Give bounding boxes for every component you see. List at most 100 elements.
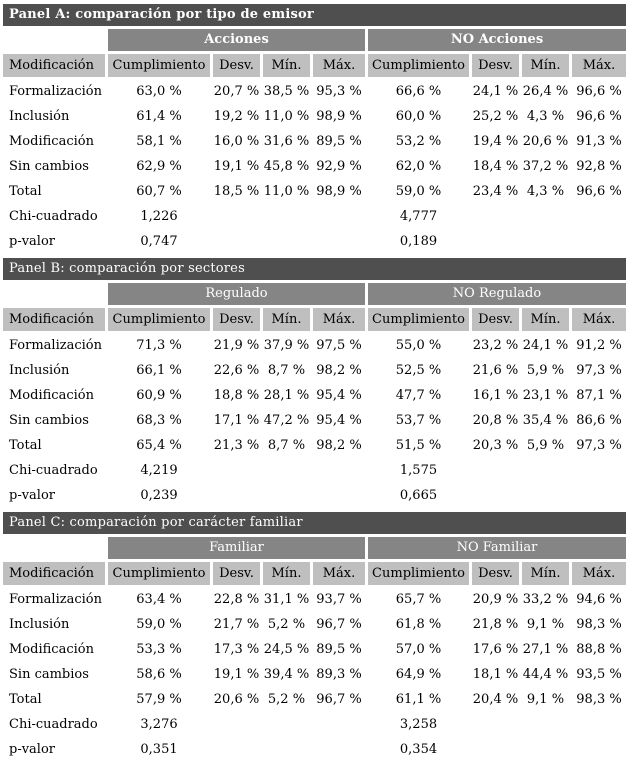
group-header-left: Regulado	[108, 283, 365, 305]
value-cell: 20,8 %	[472, 413, 519, 428]
value-cell: 9,1 %	[526, 617, 565, 632]
group-header-right: NO Regulado	[368, 283, 626, 305]
value-cell: 3,258	[399, 717, 438, 732]
row-label: p-valor	[9, 742, 56, 757]
row-label: p-valor	[9, 234, 56, 249]
value-cell: 24,1 %	[472, 84, 519, 99]
value-cell	[572, 458, 626, 483]
group-header-right: NO Acciones	[368, 29, 626, 51]
panel-c-body: Formalización 63,4 % 22,8 % 31,1 % 93,7 …	[3, 587, 626, 762]
panel-a-body: Formalización 63,0 % 20,7 % 38,5 % 95,3 …	[3, 79, 626, 254]
value-cell: 62,0 %	[395, 159, 442, 174]
column-header: Mín.	[263, 562, 310, 585]
panel-b-header: Regulado NO Regulado Modificación Cumpli…	[3, 283, 626, 331]
value-cell: 96,7 %	[316, 692, 362, 707]
column-header: Modificación	[3, 54, 105, 77]
column-header: Desv.	[213, 308, 260, 331]
value-cell	[522, 204, 569, 229]
value-cell: 89,5 %	[316, 134, 362, 149]
value-cell	[263, 712, 310, 737]
value-cell	[213, 458, 260, 483]
value-cell: 31,1 %	[263, 592, 310, 607]
value-cell: 24,1 %	[522, 338, 569, 353]
group-header-left: Familiar	[108, 537, 365, 559]
value-cell: 20,6 %	[213, 692, 260, 707]
panel-a: Panel A: comparación por tipo de emisor …	[3, 4, 626, 254]
column-header: Modificación	[3, 308, 105, 331]
row-label: Inclusión	[9, 617, 70, 632]
value-cell: 19,4 %	[472, 134, 519, 149]
value-cell: 21,9 %	[213, 338, 260, 353]
value-cell: 4,3 %	[526, 109, 565, 124]
value-cell	[213, 204, 260, 229]
column-header: Cumplimiento	[368, 562, 469, 585]
value-cell: 20,6 %	[522, 134, 569, 149]
value-cell: 19,1 %	[213, 667, 260, 682]
value-cell: 0,351	[140, 742, 178, 757]
column-header: Desv.	[213, 54, 260, 77]
value-cell	[522, 712, 569, 737]
value-cell	[472, 712, 519, 737]
value-cell	[572, 737, 626, 762]
row-label: Inclusión	[9, 109, 70, 124]
value-cell: 91,2 %	[576, 338, 622, 353]
value-cell: 57,0 %	[395, 642, 442, 657]
value-cell	[313, 737, 365, 762]
value-cell: 88,8 %	[576, 642, 622, 657]
value-cell: 35,4 %	[522, 413, 569, 428]
value-cell: 61,4 %	[136, 109, 182, 124]
value-cell: 86,6 %	[576, 413, 622, 428]
value-cell: 96,7 %	[316, 617, 362, 632]
panel-a-title: Panel A: comparación por tipo de emisor	[3, 4, 626, 26]
value-cell	[313, 229, 365, 254]
value-cell: 16,1 %	[472, 388, 519, 403]
value-cell	[313, 204, 365, 229]
column-header: Mín.	[263, 308, 310, 331]
value-cell	[472, 483, 519, 508]
value-cell: 93,7 %	[316, 592, 362, 607]
value-cell: 44,4 %	[522, 667, 569, 682]
value-cell: 18,4 %	[472, 159, 519, 174]
value-cell	[313, 712, 365, 737]
value-cell: 24,5 %	[263, 642, 310, 657]
group-header-left: Acciones	[108, 29, 365, 51]
row-label: Sin cambios	[9, 159, 89, 174]
value-cell: 59,0 %	[136, 617, 182, 632]
value-cell: 11,0 %	[263, 109, 310, 124]
value-cell: 8,7 %	[267, 363, 306, 378]
value-cell: 96,6 %	[576, 84, 622, 99]
value-cell: 53,7 %	[395, 413, 442, 428]
value-cell: 65,4 %	[136, 438, 182, 453]
value-cell: 95,4 %	[316, 388, 362, 403]
value-cell: 63,0 %	[136, 84, 182, 99]
value-cell: 71,3 %	[136, 338, 182, 353]
column-header: Cumplimiento	[108, 562, 210, 585]
panel-b-body: Formalización 71,3 % 21,9 % 37,9 % 97,5 …	[3, 333, 626, 508]
column-header: Desv.	[213, 562, 260, 585]
column-header: Mín.	[522, 308, 569, 331]
row-label: Modificación	[9, 388, 94, 403]
value-cell: 4,3 %	[526, 184, 565, 199]
value-cell: 61,1 %	[395, 692, 442, 707]
value-cell: 17,1 %	[213, 413, 260, 428]
value-cell: 95,3 %	[316, 84, 362, 99]
value-cell: 60,7 %	[136, 184, 182, 199]
value-cell: 47,2 %	[263, 413, 310, 428]
value-cell: 64,9 %	[395, 667, 442, 682]
value-cell	[572, 712, 626, 737]
value-cell: 87,1 %	[576, 388, 622, 403]
value-cell: 18,5 %	[213, 184, 260, 199]
value-cell: 47,7 %	[395, 388, 442, 403]
value-cell: 98,3 %	[576, 692, 622, 707]
value-cell: 61,8 %	[395, 617, 442, 632]
value-cell: 17,3 %	[213, 642, 260, 657]
row-label: Sin cambios	[9, 667, 89, 682]
value-cell: 93,5 %	[576, 667, 622, 682]
panel-a-header: Acciones NO Acciones Modificación Cumpli…	[3, 29, 626, 77]
value-cell	[522, 483, 569, 508]
value-cell: 23,4 %	[472, 184, 519, 199]
column-header: Modificación	[3, 562, 105, 585]
value-cell: 65,7 %	[395, 592, 442, 607]
value-cell: 55,0 %	[395, 338, 442, 353]
